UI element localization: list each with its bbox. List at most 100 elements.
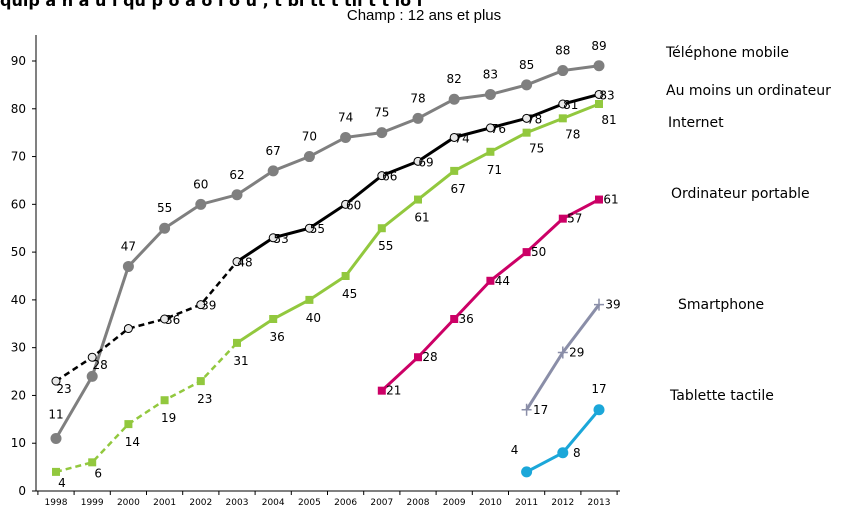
y-tick-label: 80 xyxy=(11,102,26,116)
data-label: 83 xyxy=(599,88,614,102)
data-point xyxy=(377,224,386,233)
data-label: 4 xyxy=(58,476,66,490)
data-point xyxy=(558,114,567,123)
data-label: 69 xyxy=(418,155,433,169)
data-point xyxy=(87,352,97,362)
legend-label: Ordinateur portable xyxy=(671,186,810,202)
data-label: 57 xyxy=(567,212,582,226)
data-label: 81 xyxy=(563,98,578,112)
data-label: 19 xyxy=(161,411,176,425)
legend-label: Internet xyxy=(668,115,724,131)
data-label: 28 xyxy=(422,350,437,364)
y-tick-label: 30 xyxy=(11,341,26,355)
data-point xyxy=(124,420,133,429)
chart-series-lines xyxy=(54,64,601,474)
data-label: 14 xyxy=(125,435,140,449)
data-label: 75 xyxy=(529,142,544,156)
data-point xyxy=(340,131,352,143)
data-label: 82 xyxy=(447,72,462,86)
data-label: 36 xyxy=(459,312,474,326)
data-point xyxy=(595,100,603,108)
x-tick-label: 2012 xyxy=(551,498,574,507)
x-tick-label: 2000 xyxy=(117,498,140,507)
data-label: 88 xyxy=(555,44,570,58)
data-label: 83 xyxy=(483,67,498,81)
data-label: 50 xyxy=(531,245,546,259)
data-label: 39 xyxy=(201,299,216,313)
data-point xyxy=(412,112,424,124)
data-point xyxy=(233,338,241,347)
data-point xyxy=(414,195,422,204)
legend-label: Téléphone mobile xyxy=(665,45,789,61)
data-point xyxy=(522,248,531,257)
data-point xyxy=(450,166,459,175)
data-label: 55 xyxy=(157,201,172,215)
data-point xyxy=(413,156,423,166)
data-label: 29 xyxy=(569,345,584,359)
x-tick-label: 2006 xyxy=(334,498,357,507)
data-label: 60 xyxy=(346,198,361,212)
data-point xyxy=(303,151,315,163)
data-label: 75 xyxy=(374,106,389,120)
data-label: 81 xyxy=(601,113,616,127)
data-label: 74 xyxy=(338,110,353,124)
data-point xyxy=(522,113,532,123)
legend-label: Tablette tactile xyxy=(669,388,774,404)
chart-axes: 0 10 20 30 40 50 60 70 80 90 1998 1999 2000 2001 2002 2… xyxy=(11,35,620,507)
data-point xyxy=(557,447,569,459)
data-point xyxy=(86,370,98,382)
chart-subtitle: Champ : 12 ans et plus xyxy=(346,7,502,24)
data-point xyxy=(593,60,605,72)
data-point xyxy=(557,65,569,77)
y-tick-label: 40 xyxy=(11,293,26,307)
data-label: 78 xyxy=(565,127,580,141)
chart-title: quip à h à u l qu p o à o l o u , t bl t… xyxy=(0,0,423,10)
data-label: 17 xyxy=(591,382,606,396)
data-point xyxy=(269,315,278,323)
x-tick-label: 1998 xyxy=(45,498,68,507)
data-label: 36 xyxy=(165,313,180,327)
data-label: 28 xyxy=(93,358,108,372)
data-point xyxy=(196,300,206,310)
data-label: 44 xyxy=(495,274,510,288)
data-label: 39 xyxy=(605,298,620,312)
data-point xyxy=(122,260,134,272)
data-label: 71 xyxy=(487,163,502,177)
data-label: 62 xyxy=(229,168,244,182)
data-label: 55 xyxy=(378,239,393,253)
data-point xyxy=(558,99,568,109)
data-point xyxy=(267,165,279,177)
data-point xyxy=(377,171,387,181)
legend-label: Au moins un ordinateur xyxy=(666,83,831,99)
data-point xyxy=(522,128,531,137)
series-line xyxy=(380,198,600,392)
data-label: 61 xyxy=(603,193,618,207)
data-label: 23 xyxy=(56,382,71,396)
x-tick-label: 1999 xyxy=(81,498,104,507)
data-label: 31 xyxy=(233,354,248,368)
data-label: 23 xyxy=(197,392,212,406)
data-point xyxy=(414,353,422,362)
data-point xyxy=(51,376,61,386)
y-tick-label: 0 xyxy=(18,484,26,498)
data-point xyxy=(593,404,605,416)
data-label: 67 xyxy=(451,182,466,196)
series-line xyxy=(525,408,601,474)
data-point xyxy=(449,132,459,142)
data-label: 47 xyxy=(121,239,136,253)
data-point xyxy=(486,147,495,156)
data-label: 6 xyxy=(94,466,102,480)
y-tick-label: 70 xyxy=(11,150,26,164)
data-point xyxy=(341,272,350,280)
data-point xyxy=(88,458,97,467)
x-tick-label: 2013 xyxy=(588,498,611,507)
x-tick-label: 2008 xyxy=(407,498,430,507)
y-tick-label: 60 xyxy=(11,197,26,211)
data-point xyxy=(521,79,533,91)
data-point xyxy=(376,127,388,139)
data-point xyxy=(160,396,169,405)
data-point xyxy=(232,257,242,267)
data-point xyxy=(558,214,567,223)
data-label: 40 xyxy=(306,311,321,325)
series-line-dashed xyxy=(55,342,238,474)
